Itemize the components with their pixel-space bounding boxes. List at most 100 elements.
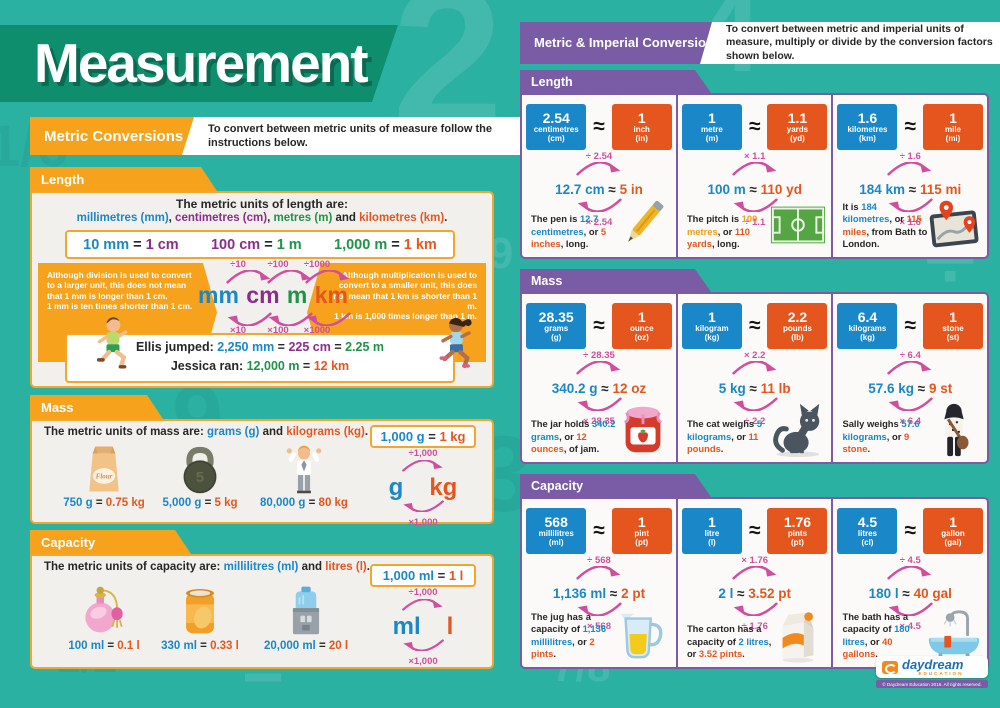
brand-subtitle: EDUCATION (918, 671, 964, 676)
metric-imperial-banner-label: Metric & Imperial Conversions (534, 34, 722, 50)
card-caption: The pitch is 100 metres, or 110 yards, l… (686, 213, 758, 249)
curved-arrow-icon (573, 566, 625, 580)
card-caption: The bath has a capacity of 180 litres, o… (842, 611, 910, 659)
conversion-example: 2 l ≈ 3.52 pt (718, 586, 792, 601)
card-caption: The pen is 12.7 centimetres, or 5 inches… (531, 213, 607, 249)
tab-metric-mass-label: Mass (41, 399, 74, 415)
conversion-card-kg-lb: 1 kilogram (kg) ≈ 2.2 pounds (lb) × 2.2 … (675, 294, 832, 462)
woman-illustration (925, 400, 983, 458)
bottom-operation: × 28.35 (582, 416, 615, 427)
conversion-card-kg-st: 6.4 kilograms (kg) ≈ 1 stone (st) ÷ 6.4 … (831, 294, 987, 462)
example-jessica: Jessica ran: 12,000 m = 12 km (170, 359, 350, 374)
card-caption: The cat weighs 5 kilograms, or 11 pounds… (686, 418, 762, 454)
carton-illustration (769, 605, 827, 663)
unit-l: l (446, 613, 454, 640)
curved-arrow-icon (399, 639, 447, 651)
unit-sequence: mm cm m km (198, 282, 348, 308)
metric-mass-heading: The metric units of mass are: grams (g) … (44, 426, 369, 438)
approx-symbol: ≈ (904, 115, 916, 138)
curved-arrow-icon (302, 312, 354, 326)
conversion-card-g-oz: 28.35 grams (g) ≈ 1 ounce (oz) ÷ 28.35 3… (522, 294, 676, 462)
tab-metric-mass: Mass (30, 395, 163, 419)
conversion-card-km-mi: 1.6 kilometres (km) ≈ 1 mile (mi) ÷ 1.6 … (831, 95, 987, 257)
ml-l-equivalence: 1,000 ml = 1 l (370, 564, 476, 587)
mass-item-kettlebell: 5 5,000 g = 5 kg (144, 443, 256, 509)
curved-arrow-icon (884, 397, 936, 411)
conversion-card-ml-pt: 568 millilitres (ml) ≈ 1 pint (pt) ÷ 568… (522, 499, 676, 667)
unit-kg: kg (429, 474, 458, 501)
metric-capacity-heading: The metric units of capacity are: millil… (44, 561, 370, 573)
mass-item-kettlebell-caption: 5,000 g = 5 kg (162, 497, 238, 509)
length-examples-box: Ellis jumped: 2,250 mm = 225 cm = 2.25 m… (65, 333, 455, 383)
capacity-item-cooler-caption: 20,000 ml = 20 l (263, 640, 349, 652)
divide-label-3: ÷1000 (303, 259, 331, 270)
tab-metric-length-label: Length (41, 171, 85, 187)
tab-imperial-capacity: Capacity (520, 474, 711, 497)
metric-conversions-intro-text: To convert between metric units of measu… (208, 122, 493, 149)
curved-arrow-icon (573, 198, 625, 212)
top-operation: × 2.2 (744, 350, 766, 361)
imperial-unit-box: 1.1 yards (yd) (767, 104, 828, 150)
imperial-unit-box: 2.2 pounds (lb) (767, 303, 828, 349)
map-illustration (925, 195, 983, 253)
imperial-unit-box: 1.76 pints (pt) (767, 508, 828, 554)
top-operation: ÷ 2.54 (585, 151, 613, 162)
top-operation: ÷ 6.4 (899, 350, 921, 361)
imperial-unit-box: 1 inch (in) (611, 104, 672, 150)
curved-arrow-icon (729, 198, 781, 212)
ml-l-converter: 1,000 ml = 1 l ÷1,000 ml l ×1,000 (370, 564, 476, 667)
imperial-unit-box: 1 gallon (gal) (923, 508, 983, 554)
curved-arrow-icon (399, 500, 447, 512)
daydream-logo-icon (882, 661, 898, 674)
metric-conversions-banner: Metric Conversions (30, 117, 207, 155)
approx-symbol: ≈ (904, 314, 916, 337)
metric-unit-box: 6.4 kilograms (kg) (837, 303, 898, 349)
bottom-operation: ÷ 1.1 (744, 217, 766, 228)
conversion-example: 57.6 kg ≈ 9 st (868, 381, 953, 396)
metric-length-panel: The metric units of length are: millimet… (30, 191, 494, 388)
football-pitch-illustration (769, 195, 827, 253)
curved-arrow-icon (884, 602, 936, 616)
top-operation: ÷ 28.35 (583, 350, 615, 361)
bottom-operation: × 2.54 (585, 217, 613, 228)
bottom-operation: ÷ 1.76 (741, 621, 768, 632)
divide-label-1: ÷10 (230, 259, 246, 270)
runner-girl-illustration (430, 315, 482, 377)
imperial-unit-box: 1 stone (st) (923, 303, 983, 349)
curved-arrow-icon (729, 162, 781, 176)
equivalence-cm-m: 100 cm = 1 m (210, 236, 302, 253)
imperial-mass-panel: 28.35 grams (g) ≈ 1 ounce (oz) ÷ 28.35 3… (520, 292, 989, 464)
multiply-label-2: ×100 (267, 325, 289, 336)
metric-capacity-panel: The metric units of capacity are: millil… (30, 554, 494, 669)
card-caption: The jug has a capacity of 1,136 millilit… (531, 611, 607, 659)
card-caption: It is 184 kilometres, or 115 miles, from… (842, 201, 928, 249)
approx-symbol: ≈ (904, 519, 916, 542)
metric-unit-box: 4.5 litres (cl) (837, 508, 898, 554)
water-cooler-illustration (278, 582, 334, 638)
curved-arrow-icon (884, 162, 936, 176)
metric-unit-box: 1 metre (m) (681, 104, 742, 150)
tab-metric-capacity-label: Capacity (41, 534, 96, 550)
perfume-bottle-illustration (76, 582, 132, 638)
capacity-item-can-caption: 330 ml = 0.33 l (161, 640, 239, 652)
page-title: Measurement (34, 32, 367, 94)
curved-arrow-icon (729, 602, 781, 616)
top-operation: ÷ 1.6 (899, 151, 921, 162)
capacity-item-perfume: 100 ml = 0.1 l (48, 582, 160, 652)
approx-symbol: ≈ (593, 519, 605, 542)
length-equivalence-box: 10 mm = 1 cm 100 cm = 1 m 1,000 m = 1 km (65, 230, 455, 259)
curved-arrow-icon (223, 312, 275, 326)
metric-conversions-intro: To convert between metric units of measu… (182, 117, 528, 155)
imperial-length-panel: 2.54 centimetres (cm) ≈ 1 inch (in) ÷ 2.… (520, 93, 989, 259)
metric-unit-box: 568 millilitres (ml) (526, 508, 587, 554)
conversion-example: 12.7 cm ≈ 5 in (555, 182, 643, 197)
mass-item-man-caption: 80,000 g = 80 kg (260, 497, 348, 509)
conversion-example: 100 m ≈ 110 yd (707, 182, 802, 197)
top-operation: × 1.76 (741, 555, 769, 566)
curved-arrow-icon (264, 270, 316, 284)
bottom-operation: × 4.5 (899, 621, 921, 632)
tab-imperial-length-label: Length (531, 74, 573, 89)
mass-item-flour-caption: 750 g = 0.75 kg (63, 497, 145, 509)
curved-arrow-icon (399, 599, 447, 611)
brand-name: daydream (902, 657, 964, 672)
